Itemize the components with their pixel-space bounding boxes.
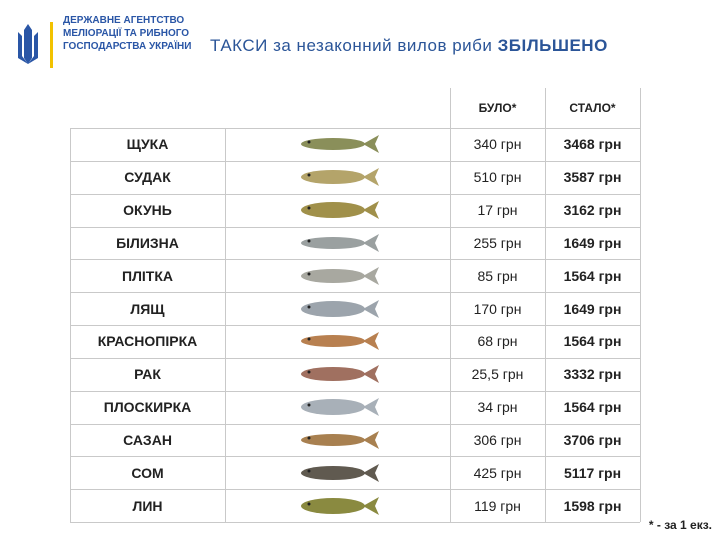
fish-icon <box>225 358 450 391</box>
row-border <box>70 489 640 491</box>
fish-image <box>300 201 379 220</box>
row-border <box>70 456 640 458</box>
fish-icon <box>225 161 450 194</box>
row-border <box>70 390 640 392</box>
row-border <box>70 259 640 261</box>
price-after: 1649 грн <box>563 234 622 251</box>
agency-line: ГОСПОДАРСТВА УКРАЇНИ <box>63 41 192 52</box>
fish-image <box>300 430 379 449</box>
row-border <box>70 325 640 326</box>
price-before: 170 грн <box>473 300 522 317</box>
fish-image <box>300 299 379 318</box>
fish-name: КРАСНОПІРКА <box>97 333 198 350</box>
agency-line: МЕЛІОРАЦІЇ ТА РИБНОГО <box>63 28 190 39</box>
price-before: 255 грн <box>473 234 522 251</box>
fish-image <box>300 463 379 482</box>
fish-image <box>300 365 379 384</box>
row-border <box>70 128 640 129</box>
fish-icon <box>225 128 450 161</box>
agency-line: ДЕРЖАВНЕ АГЕНТСТВО <box>63 15 185 26</box>
row-border <box>70 522 640 523</box>
fish-icon <box>225 292 450 325</box>
fish-name: ОКУНЬ <box>123 202 172 219</box>
fish-name: ПЛІТКА <box>122 267 173 284</box>
price-after: 3587 грн <box>563 169 622 186</box>
title: ТАКСИ за незаконний вилов риби ЗБІЛЬШЕНО <box>210 36 608 56</box>
fish-icon <box>225 227 450 260</box>
column-border <box>450 88 451 522</box>
row-border <box>70 423 640 425</box>
fish-icon <box>225 391 450 424</box>
row-border <box>70 160 640 162</box>
logo <box>18 22 53 68</box>
row-border <box>70 226 640 228</box>
price-before: 340 грн <box>473 136 522 153</box>
fish-image <box>300 398 379 417</box>
fish-image <box>300 168 379 187</box>
fish-icon <box>225 259 450 292</box>
fish-name: СУДАК <box>124 169 171 186</box>
fish-image <box>300 332 379 351</box>
fish-name: ЩУКА <box>126 136 169 153</box>
fish-name: САЗАН <box>123 431 172 448</box>
price-before: 25,5 грн <box>471 366 524 383</box>
fish-name: СОМ <box>131 464 164 481</box>
row-border <box>70 193 640 195</box>
title-text: ТАКСИ за незаконний вилов риби <box>210 36 493 55</box>
fish-icon <box>225 325 450 358</box>
price-before: 85 грн <box>477 267 518 284</box>
price-after: 3468 грн <box>563 136 622 153</box>
fish-icon <box>225 424 450 457</box>
price-before: 17 грн <box>477 202 518 219</box>
price-before: 119 грн <box>474 497 521 514</box>
row-border <box>70 292 640 294</box>
price-after: 1649 грн <box>563 300 622 317</box>
price-before: 34 грн <box>477 399 518 416</box>
fish-name: ЛИН <box>132 497 163 514</box>
agency-name: ДЕРЖАВНЕ АГЕНТСТВО МЕЛІОРАЦІЇ ТА РИБНОГО… <box>63 14 191 53</box>
fish-image <box>300 233 379 252</box>
price-after: 1598 грн <box>563 497 622 514</box>
price-after: 1564 грн <box>563 267 622 284</box>
price-after: 3332 грн <box>563 366 622 383</box>
price-after: 1564 грн <box>563 399 622 416</box>
fish-name: ПЛОСКИРКА <box>103 399 192 416</box>
fish-name: РАК <box>134 366 161 383</box>
fish-image <box>300 266 379 285</box>
price-after: 3706 грн <box>563 431 622 448</box>
price-before: 510 грн <box>473 169 522 186</box>
fish-icon <box>225 194 450 227</box>
fish-image <box>300 496 379 515</box>
price-after: 3162 грн <box>563 202 622 219</box>
price-after: 5117 грн <box>563 464 622 481</box>
price-before: 68 грн <box>477 333 518 350</box>
column-header: СТАЛО* <box>569 101 616 115</box>
price-before: 306 грн <box>473 431 522 448</box>
fish-image <box>300 135 379 154</box>
footnote: * - за 1 екз. <box>648 518 712 532</box>
fish-name: ЛЯЩ <box>130 300 165 317</box>
price-after: 1564 грн <box>563 333 622 350</box>
fish-icon <box>225 456 450 489</box>
title-emphasis: ЗБІЛЬШЕНО <box>497 36 608 55</box>
column-header: БУЛО* <box>478 101 517 115</box>
column-border <box>640 88 641 522</box>
fish-icon <box>225 489 450 522</box>
row-border <box>70 357 640 359</box>
price-before: 425 грн <box>473 464 522 481</box>
fish-name: БІЛИЗНА <box>116 234 179 251</box>
column-border <box>545 88 546 522</box>
